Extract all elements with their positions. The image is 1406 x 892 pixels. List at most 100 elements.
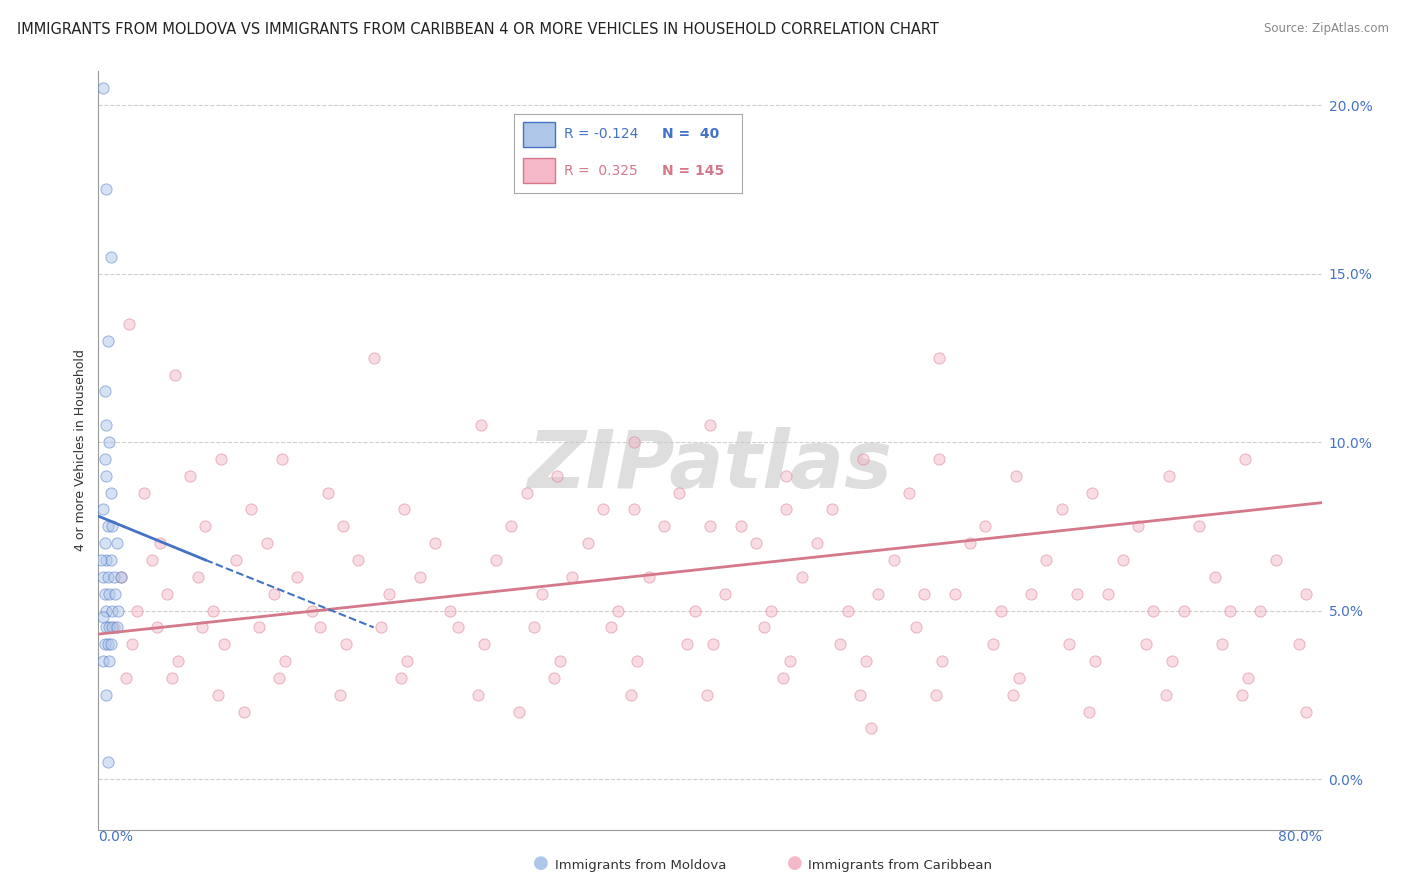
Point [1204,570,1226,584]
FancyBboxPatch shape [523,122,555,147]
Point [160,671,183,685]
Point [530,587,553,601]
Point [94,553,117,567]
Point [389,671,412,685]
Point [1066,587,1088,601]
Point [98,435,121,450]
Point [267,671,290,685]
Text: 0.0%: 0.0% [98,830,134,844]
Point [100,250,122,264]
Point [156,587,179,601]
Point [121,637,143,651]
Point [93,384,115,399]
Point [1160,654,1182,668]
Text: ●: ● [786,855,803,872]
Point [1295,587,1317,601]
Text: Source: ZipAtlas.com: Source: ZipAtlas.com [1264,22,1389,36]
Point [179,468,201,483]
Point [100,637,122,651]
Point [1250,603,1272,617]
Point [247,620,270,634]
Point [91,81,114,95]
Point [467,688,489,702]
Point [329,688,352,702]
Point [543,671,565,685]
Point [115,671,138,685]
Point [392,502,416,516]
Point [485,553,508,567]
Point [1234,451,1257,466]
Point [623,435,645,450]
Point [91,654,114,668]
Point [546,468,568,483]
Point [561,570,583,584]
Point [523,620,546,634]
Point [607,603,630,617]
Point [97,637,120,651]
Point [107,603,129,617]
Point [912,587,935,601]
Point [194,519,217,533]
Point [240,502,263,516]
Point [1211,637,1233,651]
Point [699,418,721,433]
Point [378,587,401,601]
Point [97,519,120,533]
Point [974,519,997,533]
Point [925,688,948,702]
Point [1008,671,1031,685]
Point [806,536,828,550]
Point [232,705,254,719]
Point [981,637,1004,651]
Point [779,654,801,668]
Point [928,451,950,466]
Point [828,637,851,651]
Point [309,620,332,634]
Point [167,654,190,668]
Point [508,705,530,719]
Point [94,620,117,634]
Point [207,688,229,702]
Point [852,451,875,466]
Point [285,570,308,584]
Text: R =  0.325: R = 0.325 [564,164,638,178]
Point [93,587,115,601]
Point [943,587,966,601]
Text: IMMIGRANTS FROM MOLDOVA VS IMMIGRANTS FROM CARIBBEAN 4 OR MORE VEHICLES IN HOUSE: IMMIGRANTS FROM MOLDOVA VS IMMIGRANTS FR… [17,22,939,37]
Point [396,654,419,668]
Point [447,620,470,634]
Point [209,451,232,466]
Point [145,620,167,634]
Point [97,755,120,769]
Point [1264,553,1286,567]
Point [347,553,370,567]
Point [335,637,357,651]
Point [110,570,132,584]
Point [101,620,124,634]
Point [821,502,844,516]
Point [94,468,117,483]
Point [1004,468,1026,483]
Point [676,637,699,651]
Point [90,553,112,567]
Point [163,368,186,382]
Point [94,603,117,617]
Point [98,654,121,668]
Point [883,553,905,567]
Point [472,637,495,651]
Point [191,620,214,634]
Point [637,570,661,584]
Point [702,637,724,651]
Point [745,536,768,550]
Point [516,485,538,500]
Point [859,722,882,736]
Point [270,451,294,466]
Point [868,587,890,601]
Point [576,536,599,550]
Y-axis label: 4 or more Vehicles in Household: 4 or more Vehicles in Household [75,350,87,551]
Point [316,485,339,500]
Point [599,620,621,634]
Text: Immigrants from Moldova: Immigrants from Moldova [555,859,727,872]
Point [256,536,278,550]
Point [408,570,430,584]
